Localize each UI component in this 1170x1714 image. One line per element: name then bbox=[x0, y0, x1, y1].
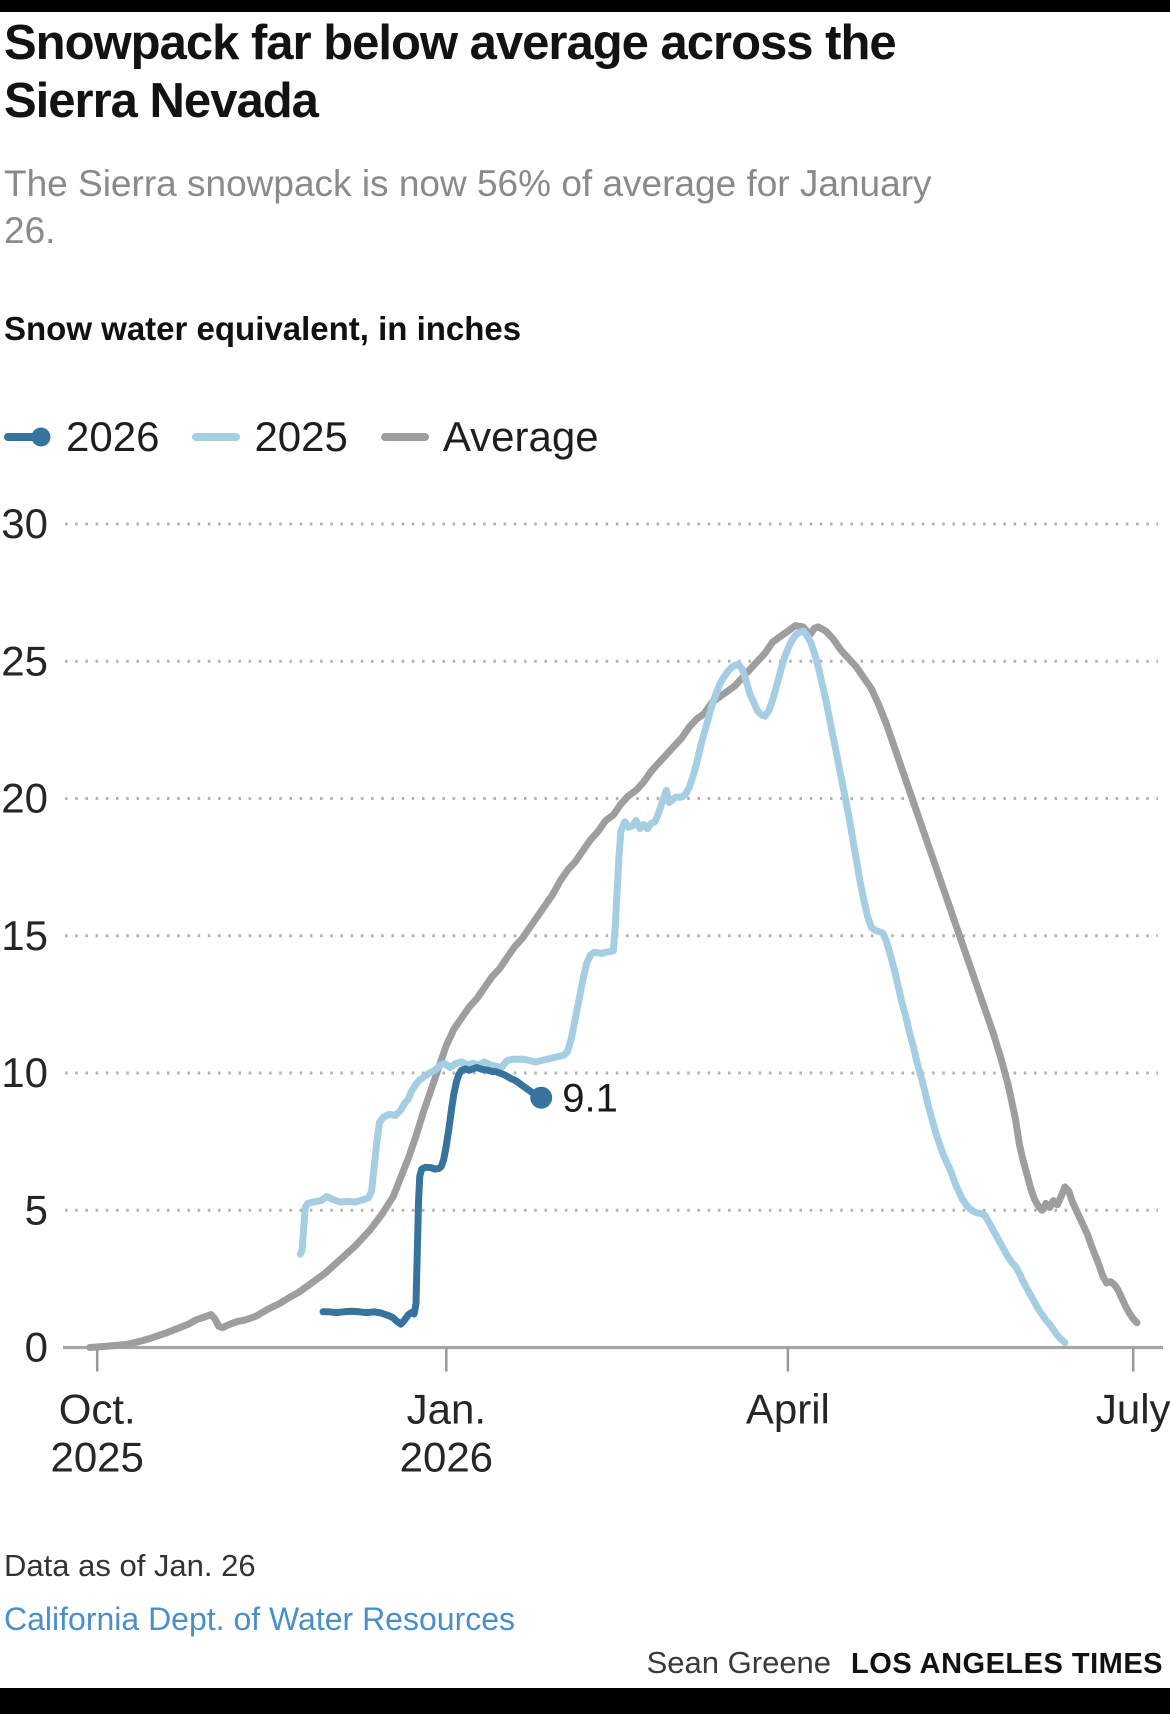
chart-subtitle-line2: 26. bbox=[4, 210, 56, 251]
y-tick-label-30: 30 bbox=[1, 500, 48, 547]
page-title-line2: Sierra Nevada bbox=[4, 74, 319, 128]
source-link[interactable]: California Dept. of Water Resources bbox=[4, 1601, 516, 1637]
x-tick-label-July: July bbox=[1096, 1386, 1170, 1433]
top-rule bbox=[0, 0, 1170, 12]
page-title: Snowpack far below average across the Si… bbox=[4, 14, 1124, 130]
byline: Sean Greene bbox=[646, 1645, 832, 1680]
series-end-dot-2026 bbox=[530, 1086, 553, 1109]
legend-item-2025: 2025 bbox=[192, 413, 348, 461]
y-tick-label-0: 0 bbox=[25, 1324, 48, 1371]
legend-label-2025: 2025 bbox=[254, 413, 348, 460]
legend-item-average: Average bbox=[380, 413, 599, 461]
x-tick-label-April: April bbox=[746, 1386, 830, 1433]
chart-subtitle: The Sierra snowpack is now 56% of averag… bbox=[4, 160, 1064, 254]
x-tick-label-2026: 2026 bbox=[400, 1434, 493, 1481]
y-tick-label-25: 25 bbox=[1, 637, 48, 684]
legend-label-average: Average bbox=[442, 413, 599, 460]
series-line-2025 bbox=[296, 627, 1069, 1347]
x-tick-label-2025: 2025 bbox=[50, 1434, 143, 1481]
page-title-line1: Snowpack far below average across the bbox=[4, 16, 897, 70]
y-tick-label-15: 15 bbox=[1, 912, 48, 959]
legend-swatch-2025-icon bbox=[192, 433, 241, 441]
y-tick-label-20: 20 bbox=[1, 775, 48, 822]
y-axis-unit-heading: Snow water equivalent, in inches bbox=[4, 310, 522, 347]
legend-dot-2026 bbox=[31, 427, 51, 447]
legend-item-2026: 2026 bbox=[4, 413, 159, 461]
publication-name: LOS ANGELES TIMES bbox=[851, 1648, 1163, 1680]
bottom-rule bbox=[0, 1688, 1170, 1714]
y-tick-label-5: 5 bbox=[25, 1186, 48, 1233]
y-tick-label-10: 10 bbox=[1, 1049, 48, 1096]
x-tick-label-Jan.: Jan. bbox=[407, 1386, 486, 1433]
x-tick-label-Oct.: Oct. bbox=[59, 1386, 136, 1433]
legend-swatch-average-icon bbox=[380, 433, 429, 441]
series-line-2026 bbox=[319, 1064, 545, 1328]
chart-legend: 2026 2025 Average bbox=[4, 413, 632, 461]
legend-label-2026: 2026 bbox=[66, 413, 160, 460]
series-line-average bbox=[86, 622, 1141, 1351]
legend-swatch-2026-icon bbox=[4, 427, 51, 447]
chart-subtitle-line1: The Sierra snowpack is now 56% of averag… bbox=[4, 163, 932, 204]
footnote-data-as-of: Data as of Jan. 26 bbox=[4, 1548, 256, 1583]
credit-row: Sean Greene LOS ANGELES TIMES bbox=[647, 1645, 1163, 1681]
latest-value-annotation: 9.1 bbox=[562, 1077, 618, 1121]
